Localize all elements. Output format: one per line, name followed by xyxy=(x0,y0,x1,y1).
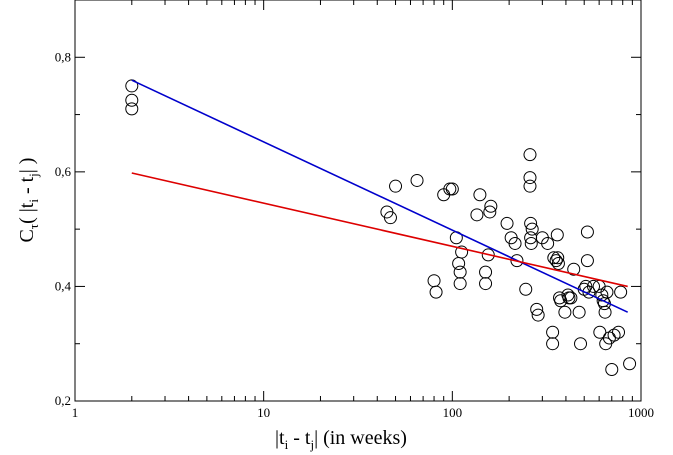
data-point xyxy=(452,257,466,271)
y-tick-label: 0,2 xyxy=(55,393,71,408)
series-layer xyxy=(125,79,637,376)
data-point xyxy=(586,279,600,293)
x-tick-label: 1 xyxy=(72,405,79,420)
data-point xyxy=(410,173,424,187)
data-point xyxy=(558,305,572,319)
blue-fit-line xyxy=(131,79,629,313)
x-tick-label: 100 xyxy=(443,405,463,420)
data-point xyxy=(470,208,484,222)
data-point xyxy=(549,254,563,268)
data-point xyxy=(453,277,467,291)
data-point xyxy=(427,274,441,288)
data-point xyxy=(612,325,626,339)
data-point xyxy=(614,285,628,299)
data-point xyxy=(479,265,493,279)
data-point xyxy=(524,216,538,230)
data-point xyxy=(598,305,612,319)
data-point xyxy=(580,254,594,268)
x-tick-label: 10 xyxy=(257,405,270,420)
ticks-layer: 1 10 100 1000 0,2 0,4 0,6 0,8 xyxy=(55,0,654,420)
y-tick-label: 0,6 xyxy=(55,164,72,179)
data-point xyxy=(580,225,594,239)
data-point xyxy=(574,337,588,351)
data-point xyxy=(531,308,545,322)
data-point xyxy=(605,362,619,376)
data-point xyxy=(593,325,607,339)
data-point xyxy=(479,277,493,291)
data-point xyxy=(600,285,614,299)
data-point xyxy=(523,171,537,185)
data-point xyxy=(523,148,537,162)
data-point xyxy=(546,337,560,351)
data-point xyxy=(567,262,581,276)
data-point xyxy=(564,291,578,305)
data-point xyxy=(125,102,139,116)
data-point xyxy=(125,79,139,93)
data-point xyxy=(389,179,403,193)
data-point xyxy=(523,179,537,193)
data-point xyxy=(525,222,539,236)
data-point xyxy=(453,265,467,279)
data-point xyxy=(455,245,469,259)
x-tick-label: 1000 xyxy=(628,405,654,420)
data-point xyxy=(510,254,524,268)
y-tick-label: 0,8 xyxy=(55,49,71,64)
data-point xyxy=(429,285,443,299)
data-point xyxy=(530,302,544,316)
data-point xyxy=(572,305,586,319)
data-point xyxy=(445,182,459,196)
data-point xyxy=(524,236,538,250)
data-point xyxy=(623,357,637,371)
data-point xyxy=(541,236,555,250)
data-point xyxy=(550,228,564,242)
data-point xyxy=(607,328,621,342)
data-point xyxy=(546,325,560,339)
data-point xyxy=(383,211,397,225)
red-fit-line xyxy=(131,172,628,288)
y-tick-label: 0,4 xyxy=(55,278,72,293)
data-point xyxy=(508,236,522,250)
y-axis-label: Cτ( |ti - tj| ) xyxy=(16,158,41,243)
data-point xyxy=(519,282,533,296)
data-point xyxy=(483,205,497,219)
data-point xyxy=(125,93,139,107)
x-axis-label: |ti - tj| (in weeks) xyxy=(275,427,407,452)
data-point xyxy=(551,257,565,271)
plot-frame xyxy=(74,0,642,402)
data-point xyxy=(551,251,565,265)
data-point xyxy=(484,199,498,213)
data-point xyxy=(473,188,487,202)
data-point xyxy=(500,216,514,230)
data-point xyxy=(481,248,495,262)
